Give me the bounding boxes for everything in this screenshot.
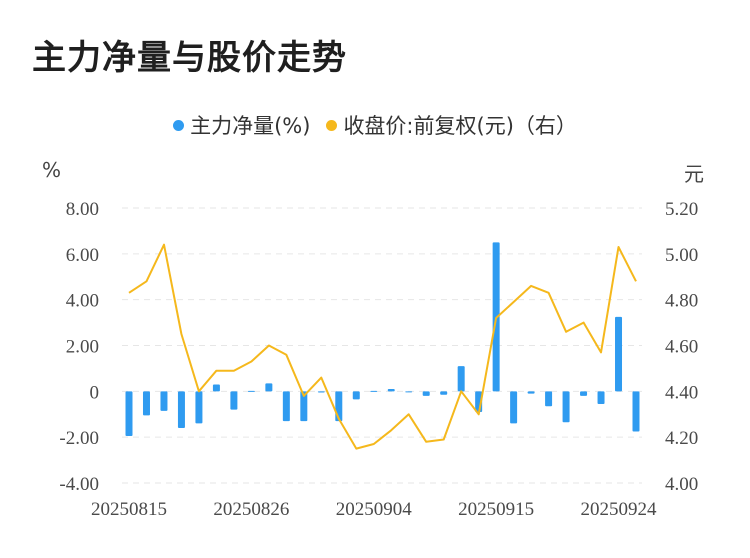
x-tick-label: 20250826 — [213, 499, 289, 520]
bar — [212, 384, 220, 392]
right-tick-label: 4.40 — [665, 382, 698, 403]
right-tick-label: 5.20 — [665, 199, 698, 220]
bar — [562, 391, 570, 423]
bar — [597, 391, 605, 404]
left-tick-label: 2.00 — [66, 337, 99, 358]
bar — [300, 391, 308, 422]
bar — [510, 391, 518, 424]
right-tick-label: 4.60 — [665, 337, 698, 358]
bar — [160, 391, 168, 411]
bar — [545, 391, 553, 407]
left-tick-label: -2.00 — [59, 428, 99, 449]
bar — [195, 391, 203, 424]
legend-dot-icon — [173, 119, 185, 131]
bar — [177, 391, 185, 428]
bar — [265, 383, 273, 392]
bar — [527, 391, 535, 394]
legend-label: 主力净量(%) — [190, 114, 311, 138]
bar — [142, 391, 150, 416]
bar — [125, 391, 133, 437]
right-tick-label: 4.00 — [665, 474, 698, 495]
left-tick-label: 4.00 — [66, 291, 99, 312]
bar — [580, 391, 588, 396]
right-tick-label: 4.80 — [665, 291, 698, 312]
x-tick-label: 20250924 — [581, 499, 658, 520]
bar — [632, 391, 640, 432]
legend-item-net-volume[interactable]: 主力净量(%) — [173, 110, 310, 140]
left-tick-label: 6.00 — [66, 245, 99, 266]
x-tick-label: 20250815 — [91, 499, 167, 520]
legend-dot-icon — [326, 119, 338, 131]
bar — [405, 391, 413, 393]
left-tick-label: -4.00 — [59, 474, 99, 495]
x-tick-label: 20250904 — [336, 499, 413, 520]
bar — [230, 391, 238, 410]
bar — [370, 390, 378, 392]
bar — [422, 391, 430, 396]
bar — [282, 391, 290, 422]
right-tick-label: 4.20 — [665, 428, 698, 449]
bar — [317, 391, 325, 393]
left-tick-label: 0 — [90, 382, 100, 403]
bar — [352, 391, 360, 400]
bar — [615, 316, 623, 392]
right-axis-unit: 元 — [684, 162, 704, 186]
bar — [247, 390, 255, 392]
legend-label: 收盘价:前复权(元)（右） — [343, 114, 577, 138]
left-tick-label: 8.00 — [66, 199, 99, 220]
bar — [457, 366, 465, 392]
legend-item-close-price[interactable]: 收盘价:前复权(元)（右） — [326, 110, 577, 140]
bar — [440, 391, 448, 395]
legend: 主力净量(%) 收盘价:前复权(元)（右） — [0, 110, 750, 140]
x-tick-label: 20250915 — [458, 499, 534, 520]
bar — [387, 389, 395, 392]
chart-title: 主力净量与股价走势 — [32, 38, 347, 78]
left-axis-unit: % — [42, 158, 62, 182]
right-tick-label: 5.00 — [665, 245, 698, 266]
price-line — [128, 243, 637, 450]
